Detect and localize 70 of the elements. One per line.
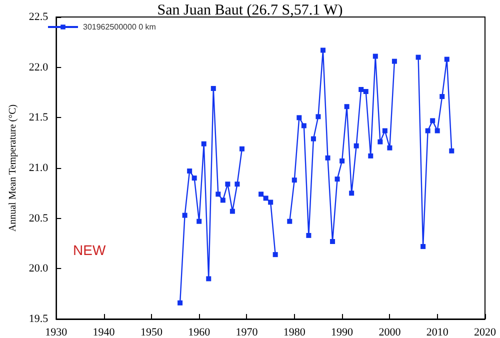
point (301, 123, 306, 128)
point (182, 212, 188, 218)
y-tick-label: 19.5 (28, 313, 49, 325)
point (330, 238, 336, 244)
point (382, 128, 388, 134)
point (420, 244, 426, 250)
y-tick-label: 20.0 (28, 262, 49, 275)
y-tick-label: 22.5 (28, 11, 49, 23)
point (344, 104, 350, 110)
x-tick-label: 2010 (426, 326, 449, 338)
point (392, 58, 397, 64)
point (449, 148, 454, 154)
y-tick-label: 20.5 (28, 212, 49, 224)
point (358, 86, 364, 92)
x-tick-label: 1940 (92, 326, 116, 338)
point (287, 218, 292, 224)
annotation: NEW (73, 242, 106, 258)
legend-label: 301962500000 0 km (83, 22, 156, 32)
point (349, 190, 354, 196)
point (201, 141, 206, 146)
point (334, 176, 340, 182)
point (292, 178, 297, 183)
y-axis-title: Annual Mean Temperature (°C) (8, 104, 18, 232)
point (220, 198, 226, 203)
point (354, 143, 359, 148)
point (230, 208, 235, 214)
x-tick-label: 1950 (140, 326, 163, 338)
point (192, 176, 197, 181)
point (368, 153, 374, 158)
point (325, 155, 330, 160)
point (387, 145, 392, 150)
x-tick-label: 2020 (474, 326, 496, 338)
point (263, 196, 268, 201)
point (425, 128, 430, 134)
point (268, 200, 274, 205)
point (444, 56, 450, 62)
point (430, 118, 436, 124)
point (416, 54, 421, 60)
point (378, 139, 383, 144)
point (296, 115, 302, 120)
point (372, 54, 378, 59)
point (187, 168, 192, 174)
point (363, 88, 368, 94)
point (178, 300, 183, 306)
point (306, 232, 312, 238)
chart-title: San Juan Baut (26.7 S,57.1 W) (157, 2, 343, 18)
y-tick-label: 22.0 (28, 61, 49, 74)
point (225, 182, 230, 187)
y-tick-label: 21.0 (28, 162, 49, 174)
point (196, 218, 202, 224)
point (210, 86, 216, 91)
point (434, 128, 440, 134)
x-tick-label: 1930 (45, 326, 68, 338)
x-tick-label: 1980 (283, 326, 306, 338)
point (310, 136, 316, 142)
point (239, 146, 244, 152)
x-tick-label: 1960 (188, 326, 211, 338)
y-tick-label: 21.5 (28, 112, 49, 124)
point (272, 252, 278, 258)
x-tick-label: 1970 (236, 326, 258, 338)
point (316, 114, 321, 120)
point (320, 48, 326, 53)
x-tick-label: 2000 (378, 326, 402, 338)
point (340, 158, 345, 164)
point (258, 192, 264, 197)
point (440, 94, 445, 100)
x-tick-label: 1990 (331, 326, 354, 338)
point (206, 276, 212, 282)
point (216, 192, 221, 197)
point (234, 182, 240, 187)
